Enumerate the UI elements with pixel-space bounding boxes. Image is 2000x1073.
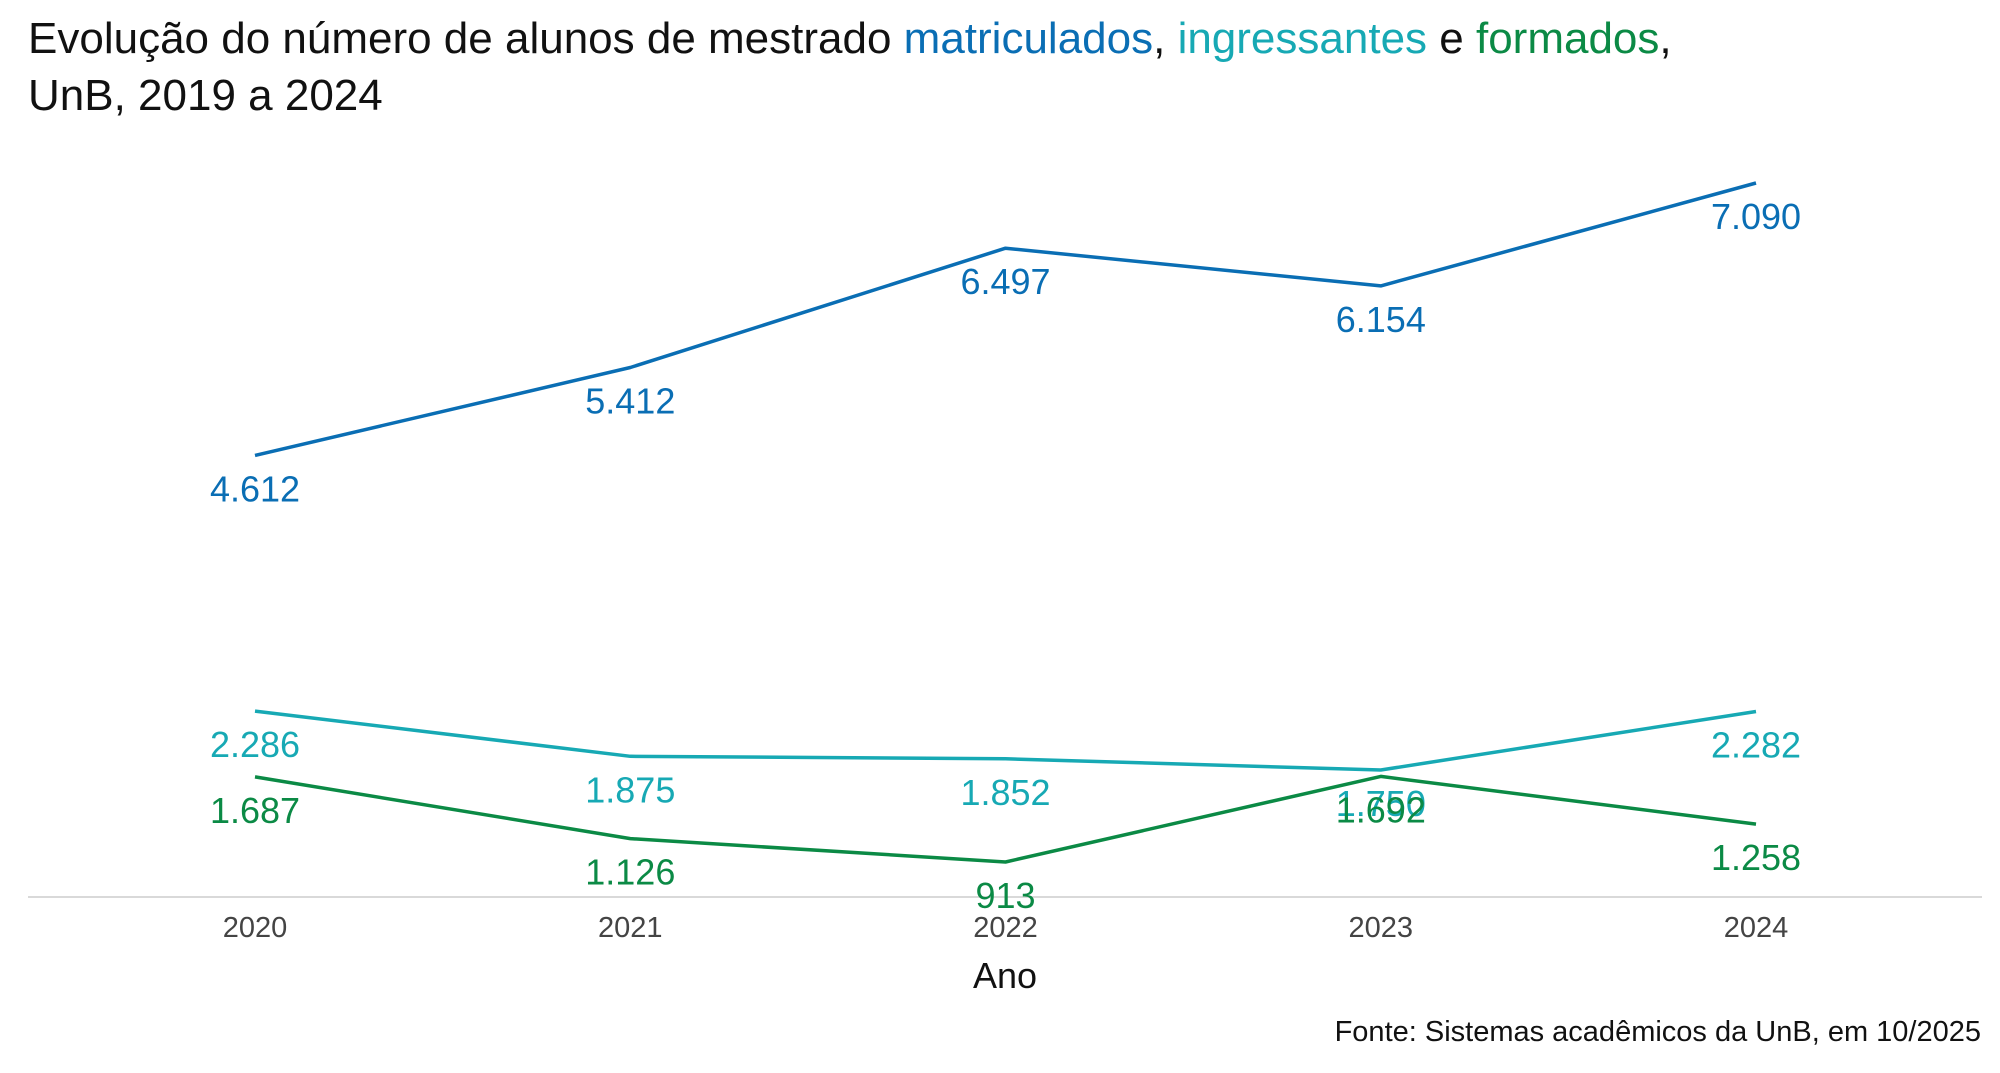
x-axis-title: Ano (973, 955, 1037, 996)
title-series-ingressantes: ingressantes (1178, 14, 1427, 63)
data-label-matriculados: 5.412 (585, 381, 675, 422)
x-tick-label: 2024 (1724, 912, 1789, 944)
source-caption: Fonte: Sistemas acadêmicos da UnB, em 10… (1335, 1016, 1981, 1048)
x-tick-label: 2023 (1348, 912, 1413, 944)
data-labels-layer: 4.612 5.412 6.497 6.154 7.090 2.286 1.875 1.852… (210, 196, 1801, 916)
data-label-ingressantes: 2.282 (1711, 725, 1801, 766)
data-label-ingressantes: 2.286 (210, 724, 300, 765)
series-line-ingressantes (254, 709, 1757, 772)
title-series-matriculados: matriculados (904, 14, 1153, 63)
data-label-formados: 1.687 (210, 790, 300, 831)
series-line-matriculados (254, 181, 1757, 458)
title-separator-2: e (1427, 14, 1476, 63)
data-label-ingressantes: 1.852 (960, 772, 1050, 813)
x-tick-label: 2020 (223, 912, 288, 944)
data-label-ingressantes: 1.875 (585, 769, 675, 810)
title-end: , (1659, 14, 1671, 63)
x-tick-label: 2022 (973, 912, 1038, 944)
title-prefix: Evolução do número de alunos de mestrado (28, 14, 904, 63)
chart-title: Evolução do número de alunos de mestrado… (28, 14, 1672, 120)
data-label-matriculados: 6.154 (1336, 299, 1426, 340)
title-series-formados: formados (1476, 14, 1659, 63)
svg-text:Evolução do número de alunos d: Evolução do número de alunos de mestrado… (28, 14, 1672, 63)
data-label-ingressantes: 1.750 (1336, 783, 1426, 824)
x-tick-labels: 2020 2021 2022 2023 2024 (223, 912, 1789, 944)
data-label-matriculados: 7.090 (1711, 196, 1801, 237)
title-line-2: UnB, 2019 a 2024 (28, 71, 383, 120)
x-tick-label: 2021 (598, 912, 663, 944)
series-layer (254, 181, 1757, 864)
data-label-formados: 913 (975, 875, 1035, 916)
data-label-formados: 1.692 (1336, 789, 1426, 830)
title-separator-1: , (1153, 14, 1177, 63)
data-label-formados: 1.258 (1711, 837, 1801, 878)
series-line-formados (254, 774, 1757, 864)
data-label-matriculados: 4.612 (210, 468, 300, 509)
data-label-matriculados: 6.497 (960, 261, 1050, 302)
data-label-formados: 1.126 (585, 852, 675, 893)
